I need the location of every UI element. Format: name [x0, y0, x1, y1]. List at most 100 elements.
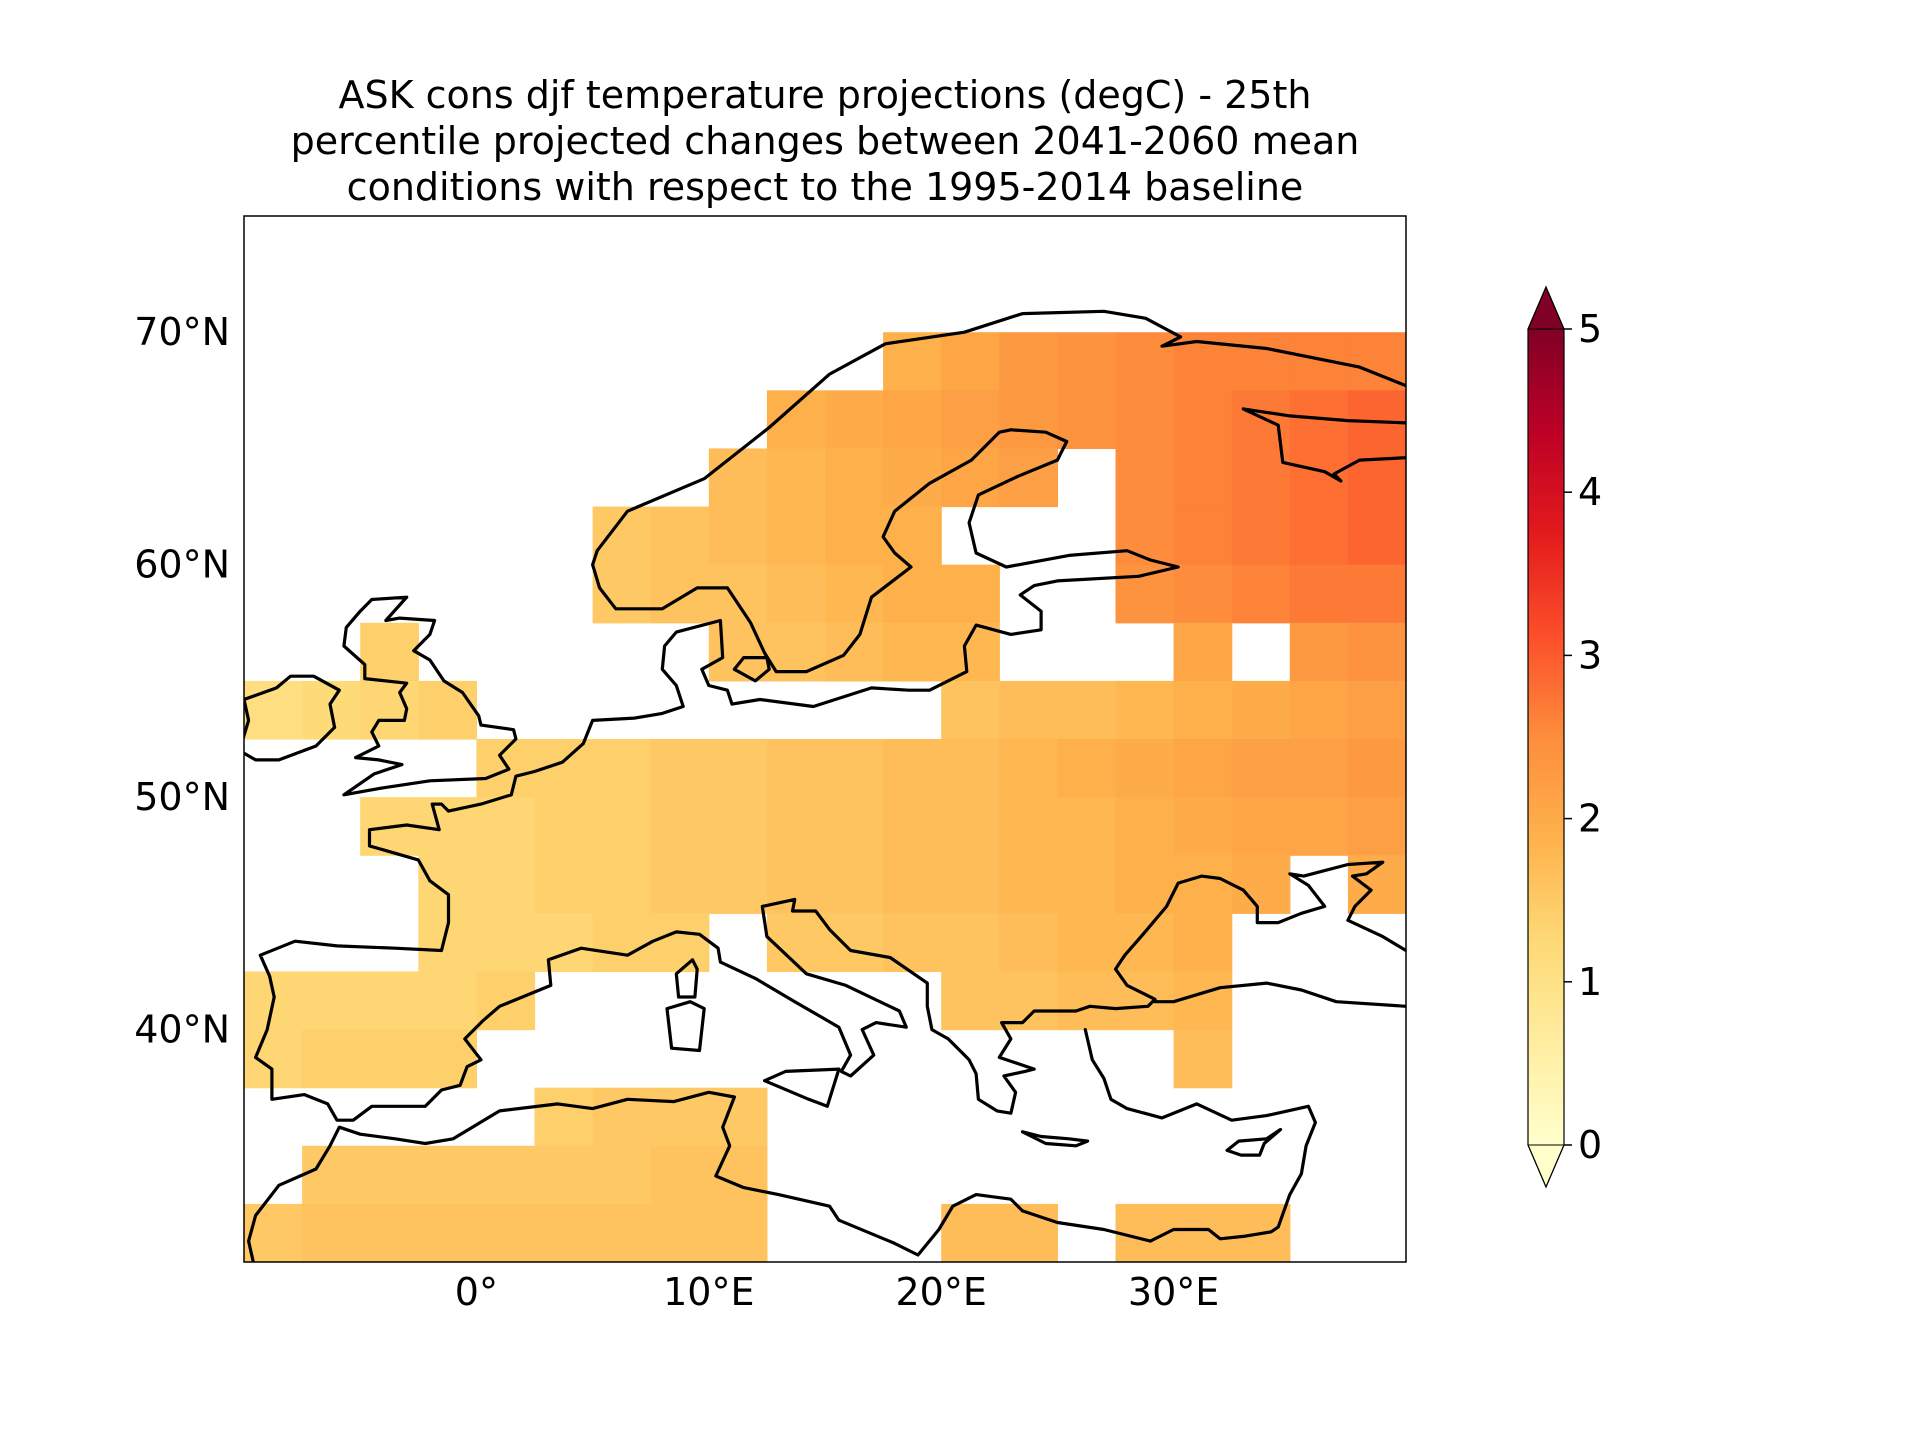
heatmap-cell	[1231, 564, 1291, 624]
heatmap-cell	[592, 1203, 652, 1262]
heatmap-cell	[650, 797, 710, 856]
heatmap-cell	[534, 1203, 594, 1262]
heatmap-cell	[1231, 855, 1291, 914]
x-tick-label: 30°E	[1128, 1270, 1219, 1314]
heatmap-cell	[360, 680, 419, 740]
heatmap-cell	[1697, 681, 1756, 740]
x-tick-label: 10°E	[663, 1270, 754, 1314]
heatmap-cell	[650, 1145, 710, 1205]
heatmap-cell	[1464, 739, 1523, 798]
title-line-3: conditions with respect to the 1995-2014…	[347, 165, 1304, 209]
heatmap-cell	[650, 1203, 710, 1262]
heatmap-cell	[999, 390, 1058, 450]
colorbar-tick-label: 1	[1578, 960, 1602, 1004]
heatmap-cell	[302, 971, 361, 1031]
map-frame	[243, 215, 1407, 1263]
heatmap-cell	[999, 797, 1058, 856]
heatmap-cell	[883, 913, 942, 973]
coastline-gulf-of-bothnia-east	[254, 428, 1406, 1122]
heatmap-cell	[1231, 797, 1291, 856]
heatmap-cell	[1289, 797, 1349, 856]
heatmap-cell	[476, 855, 536, 914]
heatmap-cell	[360, 1145, 419, 1205]
heatmap-cell	[1406, 971, 1465, 1030]
heatmap-cell	[1173, 564, 1233, 624]
heatmap-cell	[941, 739, 1000, 798]
heatmap-cell	[534, 1145, 594, 1205]
heatmap-cell	[1231, 448, 1291, 508]
y-axis-ticks: 40°N 50°N 60°N 70°N	[134, 310, 230, 1051]
heatmap-cell	[766, 739, 826, 798]
x-tick-label: 0°	[455, 1270, 498, 1314]
heatmap-cell	[534, 913, 594, 973]
heatmap-cell	[592, 564, 652, 624]
heatmap-cell	[592, 913, 652, 973]
heatmap-cell	[1173, 1029, 1233, 1089]
heatmap-cell	[941, 855, 1000, 914]
map-plot-area	[244, 309, 1872, 1262]
heatmap-cell	[418, 1145, 477, 1205]
heatmap-cell	[1289, 739, 1349, 798]
colorbar-body	[1528, 329, 1564, 1145]
heatmap-cell	[1173, 506, 1233, 566]
heatmap-cell	[1580, 1030, 1639, 1089]
heatmap-cell	[1755, 681, 1814, 740]
heatmap-cell	[999, 680, 1058, 740]
coastline-anatolia-north	[1153, 981, 1406, 1008]
heatmap-cell	[592, 506, 652, 566]
heatmap-cell	[825, 390, 884, 450]
heatmap-cell	[1173, 448, 1233, 508]
y-tick-label: 60°N	[134, 543, 230, 587]
coastline-zealand	[732, 655, 771, 683]
heatmap-cell	[1697, 1030, 1756, 1089]
heatmap-cell	[592, 797, 652, 856]
heatmap-cell	[883, 564, 942, 624]
heatmap-cell	[1464, 448, 1523, 507]
heatmap-cell	[1115, 739, 1175, 798]
coastline-anatolia-levant	[247, 1027, 1318, 1262]
heatmap-cell	[1464, 1088, 1523, 1147]
heatmap-cell	[650, 913, 710, 973]
heatmap-cell	[1173, 971, 1233, 1031]
heatmap-cell	[650, 739, 710, 798]
heatmap-cell	[1231, 739, 1291, 798]
heatmap-cell	[244, 1203, 303, 1262]
colorbar: 0 1 2 3 4 5	[1527, 285, 1602, 1189]
heatmap-cell	[941, 448, 1000, 508]
heatmap-cell	[1057, 855, 1117, 914]
heatmap-cell	[1347, 622, 1406, 682]
heatmap-cell	[302, 1203, 361, 1262]
heatmap-cell	[999, 332, 1058, 391]
y-tick-label: 70°N	[134, 310, 230, 354]
heatmap-cell	[1115, 680, 1175, 740]
coastline-scandinavia-finland	[595, 309, 1406, 553]
heatmap-cell	[1638, 681, 1697, 740]
heatmap-cell	[360, 1029, 419, 1089]
heatmap-cell	[476, 971, 536, 1031]
coastline-corsica	[674, 958, 699, 999]
heatmap-cell	[1813, 1030, 1872, 1089]
heatmap-cell	[825, 506, 884, 566]
heatmap-cell	[1406, 1146, 1465, 1205]
heatmap-cell	[1173, 390, 1233, 450]
heatmap-cell	[534, 1087, 594, 1147]
heatmap-cell	[999, 971, 1058, 1031]
heatmap-cell	[941, 680, 1000, 740]
heatmap-cell	[766, 797, 826, 856]
heatmap-cell	[1464, 971, 1523, 1030]
heatmap-cell	[1115, 390, 1175, 450]
colorbar-extend-min	[1527, 1144, 1565, 1189]
heatmap-cell	[1464, 1146, 1523, 1205]
heatmap-cell	[1115, 855, 1175, 914]
heatmap-cell	[1464, 623, 1523, 682]
heatmap-cell	[1057, 332, 1117, 391]
heatmap-cell	[825, 448, 884, 508]
coastline-sardinia	[665, 1000, 706, 1053]
heatmap-cell	[476, 1203, 536, 1262]
heatmap-cell	[1347, 739, 1406, 798]
heatmap-cell	[418, 1029, 477, 1089]
heatmap-cell	[1406, 1030, 1465, 1089]
heatmap-cell	[360, 971, 419, 1031]
heatmap-cell	[476, 1145, 536, 1205]
heatmap-cell	[1638, 1030, 1697, 1089]
